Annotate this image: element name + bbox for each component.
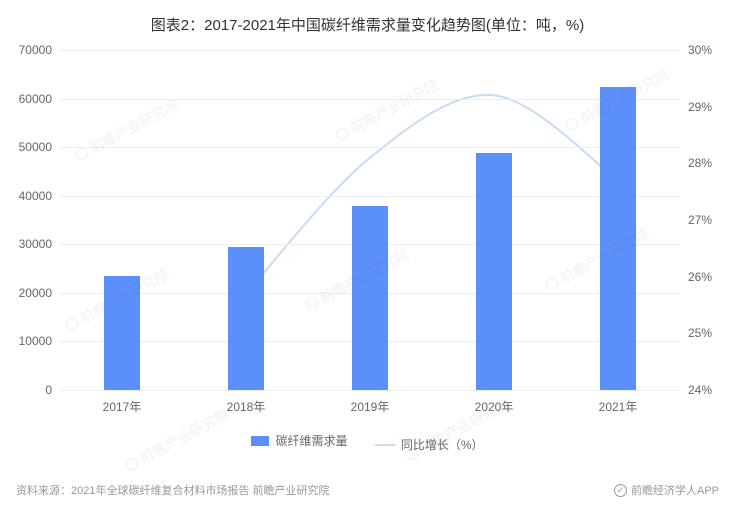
y-left-tick: 10000 [2,334,52,348]
grid-line [60,50,680,51]
legend-bar-swatch [251,436,269,446]
bar [352,206,388,390]
y-right-tick: 29% [688,100,712,114]
y-left-tick: 50000 [2,140,52,154]
y-left-tick: 60000 [2,92,52,106]
y-right-tick: 25% [688,326,712,340]
grid-line [60,99,680,100]
x-tick: 2019年 [351,398,390,415]
legend-line-label: 同比增长（%） [401,436,484,453]
grid-line [60,390,680,391]
x-tick: 2018年 [227,398,266,415]
chart-area: 01000020000300004000050000600007000024%2… [60,50,680,420]
y-left-tick: 0 [2,383,52,397]
y-right-tick: 27% [688,213,712,227]
x-tick: 2021年 [599,398,638,415]
bar [476,153,512,391]
bar [104,276,140,390]
bar [600,87,636,390]
y-right-tick: 28% [688,156,712,170]
y-right-tick: 30% [688,43,712,57]
y-right-tick: 26% [688,270,712,284]
chart-title: 图表2：2017-2021年中国碳纤维需求量变化趋势图(单位：吨，%) [0,0,735,35]
brand: ✓ 前瞻经济学人APP [614,482,719,498]
legend-bar-item: 碳纤维需求量 [251,432,347,449]
legend-line-item: 同比增长（%） [375,436,484,453]
brand-icon: ✓ [614,484,627,497]
y-left-tick: 30000 [2,237,52,251]
grid-line [60,147,680,148]
legend-bar-label: 碳纤维需求量 [275,432,347,449]
plot: 01000020000300004000050000600007000024%2… [60,50,680,390]
y-left-tick: 70000 [2,43,52,57]
legend: 碳纤维需求量 同比增长（%） [0,432,735,453]
source-text: 资料来源：2021年全球碳纤维复合材料市场报告 前瞻产业研究院 [16,482,330,498]
x-tick: 2020年 [475,398,514,415]
y-right-tick: 24% [688,383,712,397]
y-left-tick: 40000 [2,189,52,203]
y-left-tick: 20000 [2,286,52,300]
grid-line [60,196,680,197]
x-tick: 2017年 [103,398,142,415]
brand-text: 前瞻经济学人APP [631,482,719,498]
legend-line-swatch [375,444,395,446]
bar [228,247,264,390]
